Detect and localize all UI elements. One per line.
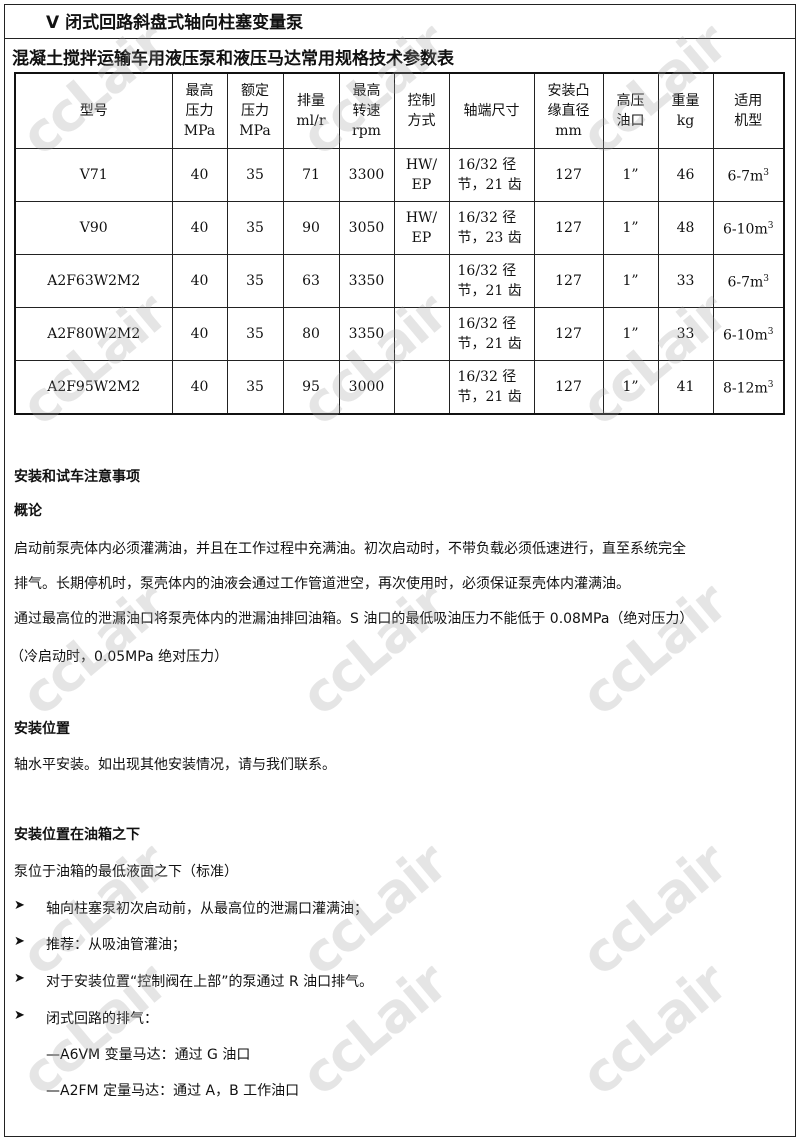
column-header: 安装凸 缘直径 mm — [533, 72, 604, 149]
bullet-item: 轴向柱塞泵初次启动前，从最高位的泄漏口灌满油； — [46, 901, 368, 917]
cell-model: A2F80W2M2 — [14, 307, 173, 361]
cell-model: V90 — [14, 201, 173, 255]
column-header: 高压 油口 — [602, 72, 659, 149]
cell-flange: 127 — [533, 307, 604, 361]
heading-position: 安装位置 — [14, 721, 70, 737]
cell-model: A2F63W2M2 — [14, 254, 173, 308]
cell-shaft: 16/32 径节，21 齿 — [448, 360, 535, 415]
cell-port: 1” — [602, 148, 659, 202]
cell-speed: 3050 — [338, 201, 395, 255]
cell-app: 6-7m3 — [712, 148, 785, 202]
cell-flange: 127 — [533, 254, 604, 308]
column-header: 适用 机型 — [712, 72, 785, 149]
bullet-item: 闭式回路的排气： — [46, 1011, 158, 1027]
column-header: 排量 ml/r — [282, 72, 340, 149]
cell-rated_p: 35 — [226, 201, 284, 255]
cell-max_p: 40 — [171, 201, 228, 255]
cell-app: 6-10m3 — [712, 201, 785, 255]
section-title: V 闭式回路斜盘式轴向柱塞变量泵 — [46, 13, 304, 33]
paragraph: 泵位于油箱的最低液面之下（标准） — [14, 864, 238, 880]
cell-ctrl — [393, 254, 450, 308]
cell-weight: 33 — [657, 254, 714, 308]
column-header: 最高 转速 rpm — [338, 72, 395, 149]
cell-ctrl — [393, 360, 450, 415]
cell-disp: 80 — [282, 307, 340, 361]
cell-weight: 33 — [657, 307, 714, 361]
paragraph: 轴水平安装。如出现其他安装情况，请与我们联系。 — [14, 757, 336, 773]
cell-port: 1” — [602, 201, 659, 255]
table-header-row: 型号 最高 压力 MPa 额定 压力 MPa 排量 ml/r 最高 转速 rpm 控制 方式 轴端尺寸 安装凸… — [14, 72, 785, 149]
column-header: 最高 压力 MPa — [171, 72, 228, 149]
cell-speed: 3350 — [338, 307, 395, 361]
header-bar — [4, 4, 796, 39]
arrowhead-bullet-icon: ➤ — [14, 971, 25, 986]
cell-rated_p: 35 — [226, 307, 284, 361]
cell-app: 6-10m3 — [712, 307, 785, 361]
cell-max_p: 40 — [171, 307, 228, 361]
cell-speed: 3000 — [338, 360, 395, 415]
cell-shaft: 16/32 径节，21 齿 — [448, 148, 535, 202]
cell-rated_p: 35 — [226, 148, 284, 202]
cell-speed: 3300 — [338, 148, 395, 202]
cell-disp: 71 — [282, 148, 340, 202]
bullet-item: 对于安装位置“控制阀在上部”的泵通过 R 油口排气。 — [46, 974, 374, 990]
cell-weight: 41 — [657, 360, 714, 415]
heading-overview: 概论 — [14, 503, 42, 519]
table-row: A2F95W2M2 40 35 95 3000 16/32 径节，21 齿 127 1” 41 8… — [14, 360, 785, 415]
column-header: 型号 — [14, 72, 173, 149]
cell-port: 1” — [602, 307, 659, 361]
cell-disp: 63 — [282, 254, 340, 308]
column-header: 控制 方式 — [393, 72, 450, 149]
page-border — [4, 4, 796, 1137]
column-header: 重量 kg — [657, 72, 714, 149]
table-row: A2F63W2M2 40 35 63 3350 16/32 径节，21 齿 127 1” 33 6… — [14, 254, 785, 308]
cell-weight: 46 — [657, 148, 714, 202]
cell-port: 1” — [602, 360, 659, 415]
sub-item: —A6VM 变量马达：通过 G 油口 — [46, 1047, 251, 1063]
spec-table: 型号 最高 压力 MPa 额定 压力 MPa 排量 ml/r 最高 转速 rpm 控制 方式 轴端尺寸 安装凸… — [14, 72, 785, 415]
cell-max_p: 40 — [171, 148, 228, 202]
cell-disp: 95 — [282, 360, 340, 415]
cell-disp: 90 — [282, 201, 340, 255]
cell-ctrl: HW/EP — [393, 201, 450, 255]
cell-flange: 127 — [533, 148, 604, 202]
cell-port: 1” — [602, 254, 659, 308]
cell-shaft: 16/32 径节，21 齿 — [448, 254, 535, 308]
paragraph: 排气。长期停机时，泵壳体内的油液会通过工作管道泄空，再次使用时，必须保证泵壳体内… — [14, 576, 630, 592]
table-row: V90 40 35 90 3050 HW/EP 16/32 径节，23 齿 127 1” 48 6-… — [14, 201, 785, 255]
paragraph: 通过最高位的泄漏油口将泵壳体内的泄漏油排回油箱。S 油口的最低吸油压力不能低于 … — [14, 611, 694, 627]
cell-weight: 48 — [657, 201, 714, 255]
arrowhead-bullet-icon: ➤ — [14, 898, 25, 913]
cell-app: 8-12m3 — [712, 360, 785, 415]
cell-ctrl — [393, 307, 450, 361]
heading-install: 安装和试车注意事项 — [14, 469, 140, 485]
cell-shaft: 16/32 径节，23 齿 — [448, 201, 535, 255]
paragraph: （冷启动时，0.05MPa 绝对压力） — [10, 649, 229, 665]
cell-shaft: 16/32 径节，21 齿 — [448, 307, 535, 361]
cell-max_p: 40 — [171, 360, 228, 415]
heading-below-tank: 安装位置在油箱之下 — [14, 827, 140, 843]
cell-model: A2F95W2M2 — [14, 360, 173, 415]
arrowhead-bullet-icon: ➤ — [14, 934, 25, 949]
cell-app: 6-7m3 — [712, 254, 785, 308]
column-header: 额定 压力 MPa — [226, 72, 284, 149]
cell-rated_p: 35 — [226, 360, 284, 415]
bullet-item: 推荐：从吸油管灌油； — [46, 937, 186, 953]
cell-flange: 127 — [533, 360, 604, 415]
table-title: 混凝土搅拌运输车用液压泵和液压马达常用规格技术参数表 — [12, 49, 454, 69]
cell-model: V71 — [14, 148, 173, 202]
cell-ctrl: HW/EP — [393, 148, 450, 202]
paragraph: 启动前泵壳体内必须灌满油，并且在工作过程中充满油。初次启动时，不带负载必须低速进… — [14, 541, 686, 557]
table-row: A2F80W2M2 40 35 80 3350 16/32 径节，21 齿 127 1” 33 6… — [14, 307, 785, 361]
column-header: 轴端尺寸 — [448, 72, 535, 149]
arrowhead-bullet-icon: ➤ — [14, 1008, 25, 1023]
cell-speed: 3350 — [338, 254, 395, 308]
cell-max_p: 40 — [171, 254, 228, 308]
sub-item: —A2FM 定量马达：通过 A，B 工作油口 — [46, 1083, 300, 1099]
table-row: V71 40 35 71 3300 HW/EP 16/32 径节，21 齿 127 1” 46 6-… — [14, 148, 785, 202]
cell-flange: 127 — [533, 201, 604, 255]
cell-rated_p: 35 — [226, 254, 284, 308]
